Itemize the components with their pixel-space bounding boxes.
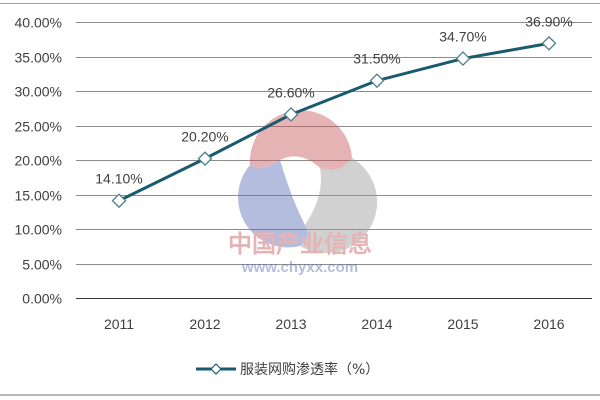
x-tick-label: 2013	[275, 316, 306, 332]
watermark-text-url: www.chyxx.com	[241, 259, 358, 276]
legend-line-diamond-icon	[196, 363, 236, 375]
x-tick-label: 2012	[189, 316, 220, 332]
y-axis-labels: 0.00% 5.00% 10.00% 15.00% 20.00% 25.00% 30.00%…	[15, 15, 62, 307]
watermark-logo-red	[249, 110, 352, 171]
data-label: 26.60%	[267, 84, 314, 100]
data-point-diamond-icon	[283, 107, 299, 122]
data-point-diamond-icon	[197, 151, 213, 167]
legend: 服装网购渗透率（%）	[196, 358, 379, 380]
legend-label: 服装网购渗透率（%）	[240, 362, 380, 378]
y-tick-label: 30.00%	[15, 84, 62, 100]
x-axis-labels: 2011 2012 2013 2014 2015 2016	[104, 316, 565, 332]
watermark-logo-gray	[300, 158, 378, 254]
data-point-diamond-icon	[541, 35, 557, 51]
watermark-text-cn: 中国产业信息	[228, 230, 372, 258]
x-tick-label: 2011	[104, 316, 134, 332]
top-border	[0, 3, 600, 4]
data-label: 34.70%	[439, 29, 486, 45]
series-line	[118, 41, 550, 203]
x-tick-label: 2015	[447, 316, 478, 332]
bottom-border	[0, 394, 600, 396]
watermark: 中国产业信息 www.chyxx.com	[228, 110, 378, 276]
data-point-diamond-icon	[111, 193, 127, 209]
x-tick-label: 2016	[533, 316, 564, 332]
data-point-diamond-icon	[369, 73, 385, 89]
y-tick-label: 25.00%	[15, 119, 62, 135]
y-tick-label: 0.00%	[22, 291, 62, 307]
y-tick-label: 20.00%	[15, 153, 62, 169]
data-labels: 14.10% 20.20% 26.60% 31.50% 34.70% 36.90%	[95, 13, 572, 186]
y-tick-label: 10.00%	[15, 222, 62, 238]
watermark-logo-blue	[238, 160, 308, 248]
y-tick-label: 15.00%	[15, 188, 62, 204]
x-tick-label: 2014	[361, 316, 392, 332]
y-tick-label: 35.00%	[15, 50, 62, 66]
data-label: 36.90%	[525, 13, 572, 29]
data-label: 20.20%	[181, 129, 228, 145]
data-label: 31.50%	[353, 51, 400, 67]
data-markers	[111, 35, 557, 209]
data-label: 14.10%	[95, 171, 142, 187]
y-tick-label: 5.00%	[22, 257, 62, 273]
gridlines	[76, 22, 592, 299]
data-point-diamond-icon	[455, 51, 471, 66]
y-tick-label: 40.00%	[15, 15, 62, 31]
